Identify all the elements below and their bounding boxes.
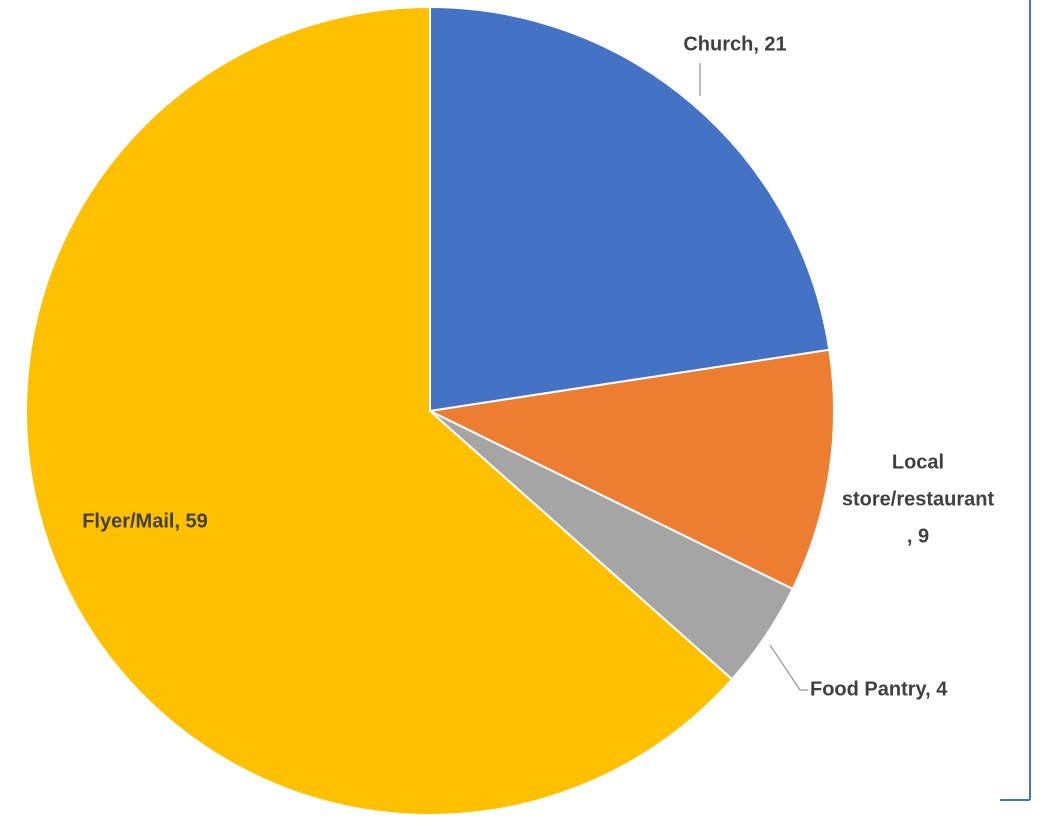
data-label: Church, 21 bbox=[683, 33, 786, 55]
pie-slice bbox=[429, 5, 831, 413]
pie-slice bbox=[426, 348, 835, 591]
data-label: Flyer/Mail, 59 bbox=[82, 510, 208, 532]
leader-line bbox=[769, 644, 808, 691]
data-label: store/restaurant bbox=[842, 488, 995, 510]
data-label: , 9 bbox=[907, 525, 929, 547]
data-label: Food Pantry, 4 bbox=[810, 678, 948, 700]
pie-slice bbox=[25, 5, 734, 816]
data-label: Local bbox=[892, 451, 944, 473]
pie bbox=[25, 5, 835, 816]
